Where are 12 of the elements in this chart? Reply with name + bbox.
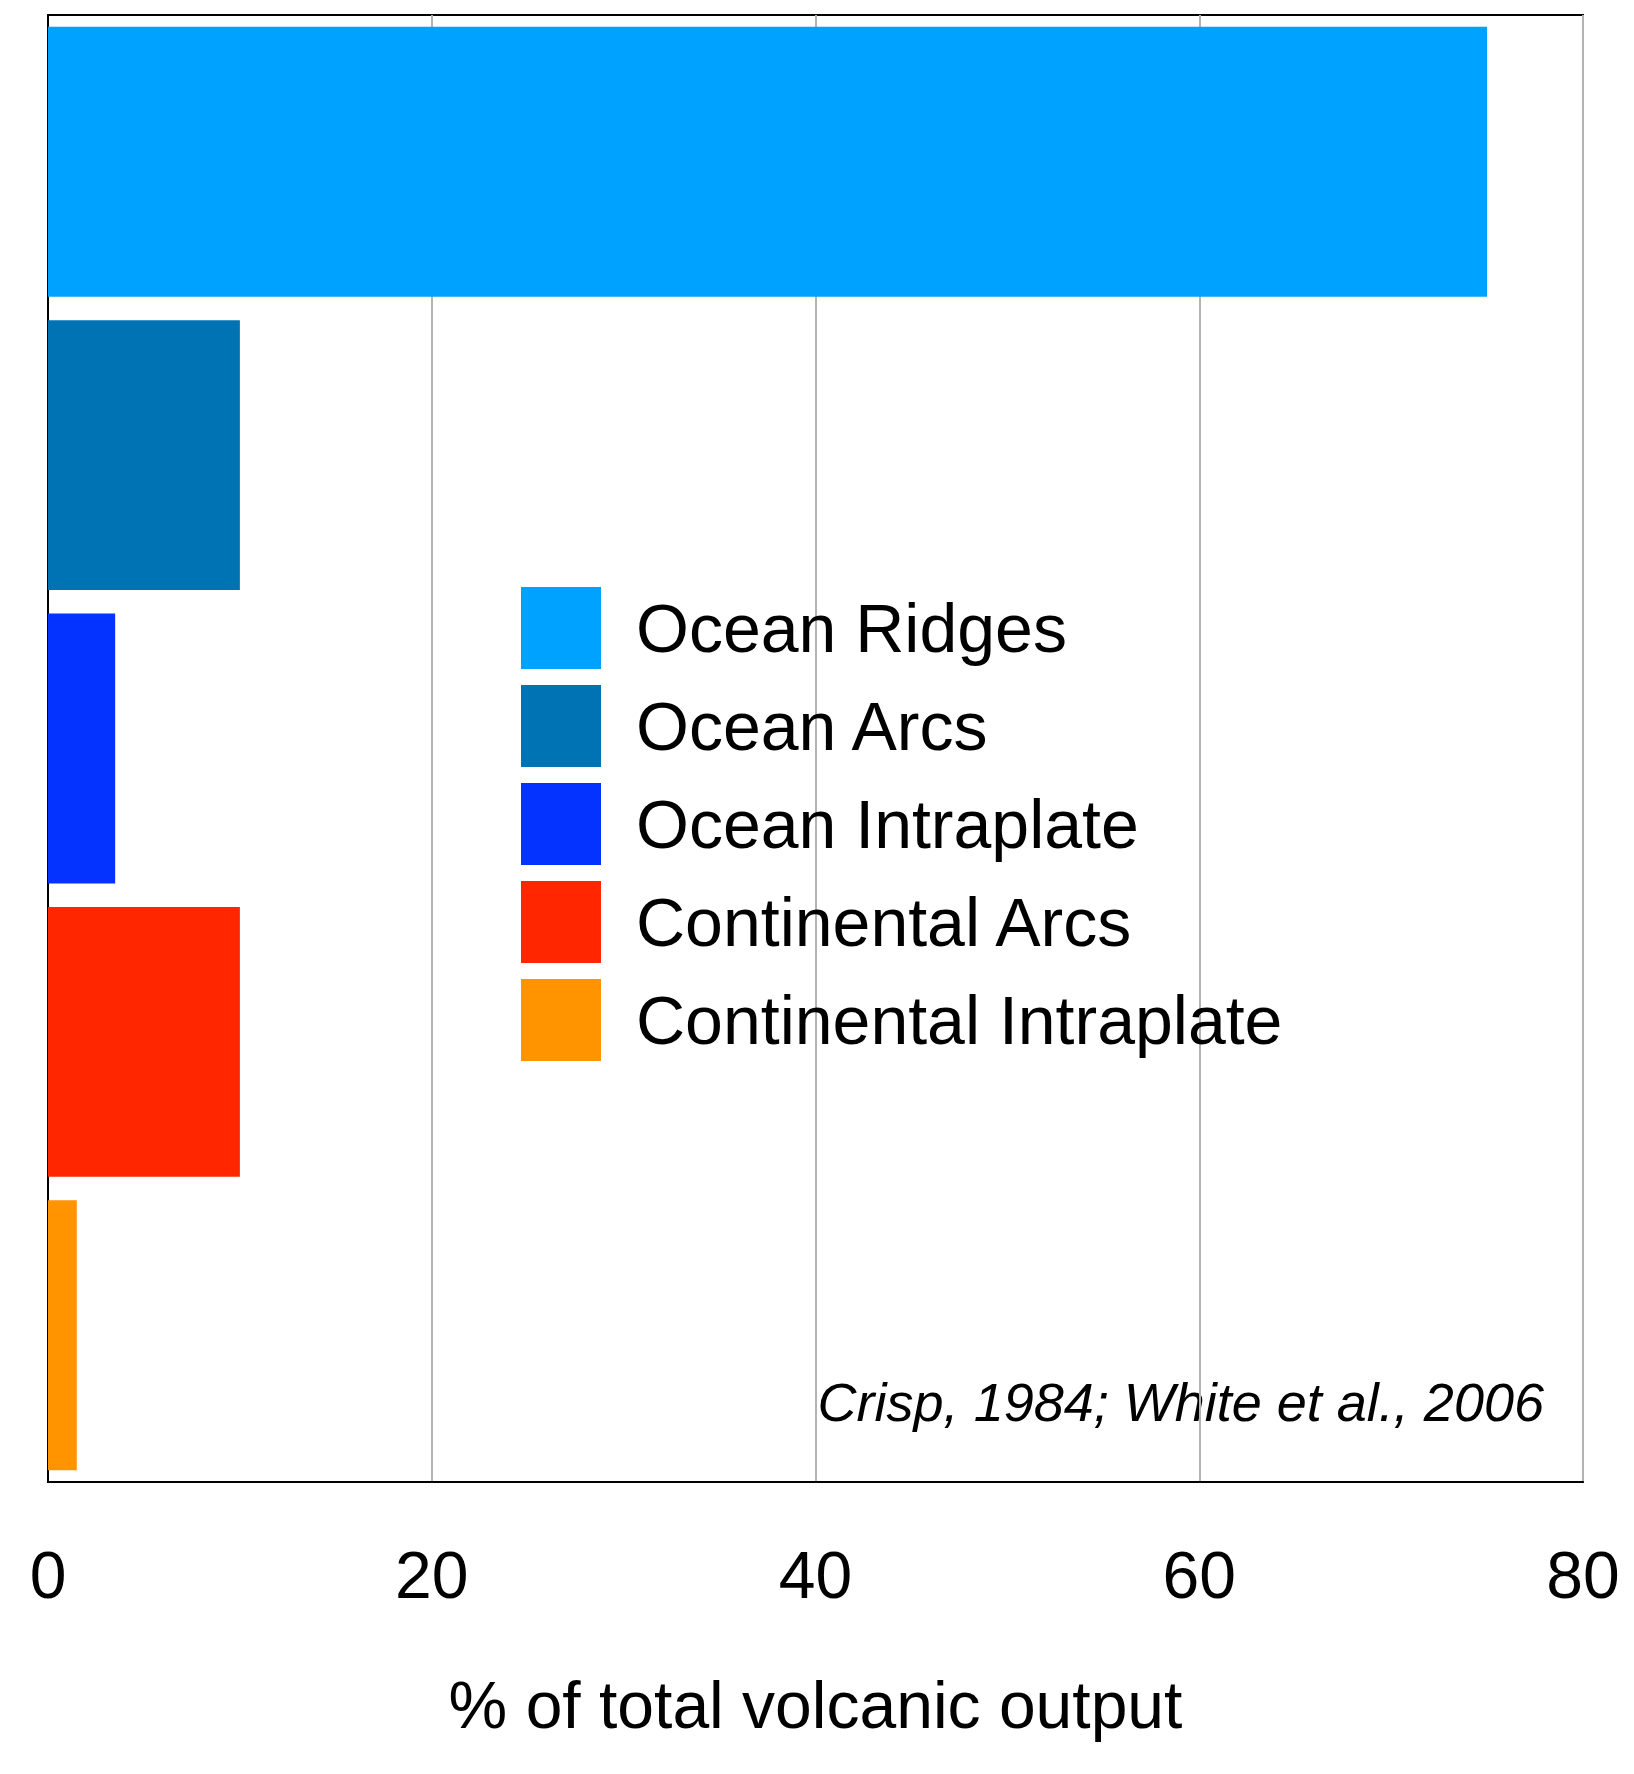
legend-label: Ocean Intraplate bbox=[636, 786, 1139, 862]
x-axis-title: % of total volcanic output bbox=[448, 1668, 1183, 1742]
x-tick-label: 60 bbox=[1162, 1538, 1236, 1612]
legend-label: Ocean Arcs bbox=[636, 688, 988, 764]
legend-label: Ocean Ridges bbox=[636, 590, 1067, 666]
x-tick-label: 0 bbox=[29, 1538, 67, 1612]
legend-label: Continental Arcs bbox=[636, 884, 1132, 960]
x-tick-label: 40 bbox=[778, 1538, 853, 1612]
annotation: Crisp, 1984; White et al., 2006 bbox=[817, 1372, 1545, 1432]
x-tick-label: 80 bbox=[1546, 1538, 1620, 1612]
x-tick-label: 20 bbox=[395, 1538, 469, 1612]
legend-label: Continental Intraplate bbox=[636, 982, 1283, 1058]
